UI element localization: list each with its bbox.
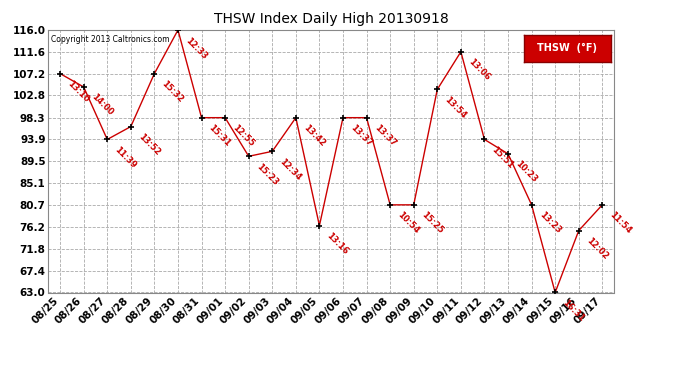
Text: 12:55: 12:55 (230, 123, 256, 148)
Text: 15:25: 15:25 (420, 210, 444, 236)
Text: 12:02: 12:02 (584, 236, 609, 261)
Title: THSW Index Daily High 20130918: THSW Index Daily High 20130918 (214, 12, 448, 26)
Text: 13:23: 13:23 (537, 210, 562, 236)
Text: 13:42: 13:42 (302, 123, 326, 148)
Text: 13:10: 13:10 (66, 79, 91, 104)
Text: 11:39: 11:39 (112, 145, 138, 170)
Text: 10:54: 10:54 (395, 210, 421, 236)
Text: 13:52: 13:52 (137, 132, 161, 158)
Text: 13:37: 13:37 (348, 123, 374, 148)
Text: 14:00: 14:00 (89, 93, 115, 118)
Text: 12:33: 12:33 (184, 36, 208, 61)
Text: 10:23: 10:23 (513, 159, 539, 184)
Text: 15:32: 15:32 (160, 79, 185, 104)
Text: 12:34: 12:34 (278, 157, 303, 182)
Text: 16:31: 16:31 (561, 298, 586, 323)
Text: 13:37: 13:37 (372, 123, 397, 148)
Text: 11:54: 11:54 (608, 210, 633, 236)
Text: 15:51: 15:51 (490, 145, 515, 170)
Text: Copyright 2013 Caltronics.com: Copyright 2013 Caltronics.com (51, 35, 170, 44)
Text: 13:06: 13:06 (466, 57, 491, 82)
Text: 15:31: 15:31 (207, 123, 233, 148)
Text: 15:23: 15:23 (254, 162, 279, 187)
Text: 13:16: 13:16 (325, 231, 351, 256)
Text: 13:54: 13:54 (443, 95, 468, 120)
